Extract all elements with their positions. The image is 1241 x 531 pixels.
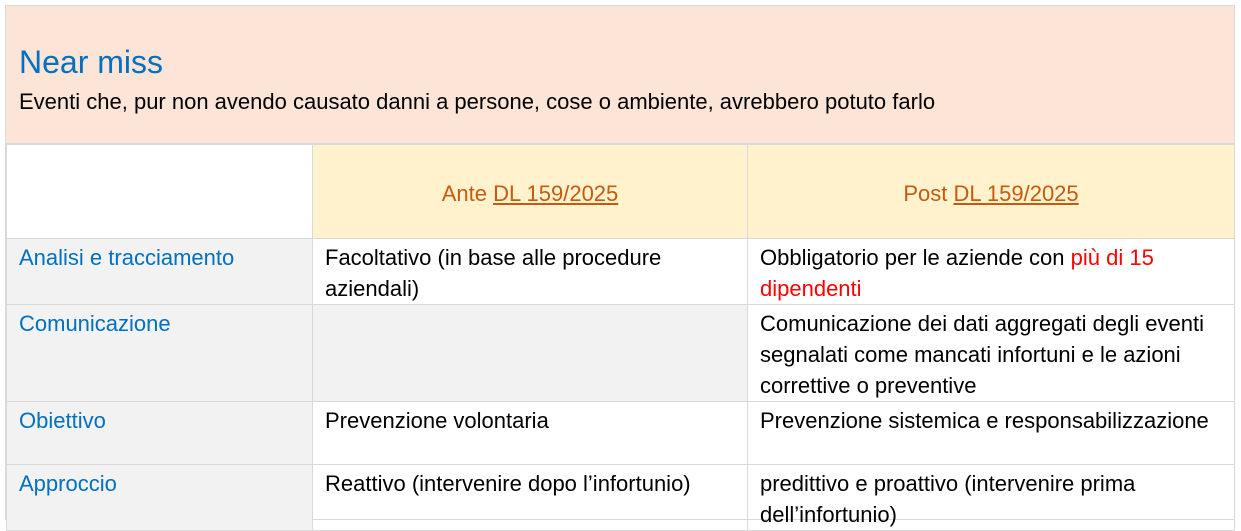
table-row: Analisi e tracciamento Facoltativo (in b… bbox=[6, 238, 1235, 305]
post-cell: Comunicazione dei dati aggregati degli e… bbox=[747, 304, 1235, 402]
highlight-text: più di 15 dipendenti bbox=[760, 245, 1154, 301]
dl-link[interactable]: DL 159/2025 bbox=[493, 180, 619, 206]
row-label: Approccio bbox=[6, 464, 313, 531]
dl-link[interactable]: DL 159/2025 bbox=[953, 180, 1079, 206]
ante-cell: Reattivo (intervenire dopo l’infortunio) bbox=[312, 464, 748, 531]
column-header-row: Ante DL 159/2025 Post DL 159/2025 bbox=[6, 144, 1235, 239]
table-row: Approccio Reattivo (intervenire dopo l’i… bbox=[6, 464, 1235, 531]
post-cell: Obbligatorio per le aziende con più di 1… bbox=[747, 238, 1235, 305]
ante-cell bbox=[312, 304, 748, 402]
column-header-post: Post DL 159/2025 bbox=[747, 144, 1235, 239]
empty-corner-cell bbox=[6, 144, 313, 239]
table-row: Comunicazione Comunicazione dei dati agg… bbox=[6, 304, 1235, 402]
row-label: Analisi e tracciamento bbox=[6, 238, 313, 305]
ante-cell: Facoltativo (in base alle procedure azie… bbox=[312, 238, 748, 305]
post-cell: Prevenzione sistemica e responsabilizzaz… bbox=[747, 401, 1235, 465]
ante-cell: Prevenzione volontaria bbox=[312, 401, 748, 465]
near-miss-table-container: Near miss Eventi che, pur non avendo cau… bbox=[5, 5, 1235, 531]
page-subtitle: Eventi che, pur non avendo causato danni… bbox=[19, 89, 936, 114]
table-row: Obiettivo Prevenzione volontaria Prevenz… bbox=[6, 401, 1235, 465]
post-cell: predittivo e proattivo (intervenire prim… bbox=[747, 464, 1235, 531]
row-label: Obiettivo bbox=[6, 401, 313, 465]
row-label: Comunicazione bbox=[6, 304, 313, 402]
comparison-table: Ante DL 159/2025 Post DL 159/2025 Analis… bbox=[6, 144, 1235, 531]
page-title: Near miss bbox=[19, 44, 164, 80]
header-banner: Near miss Eventi che, pur non avendo cau… bbox=[6, 6, 1234, 144]
column-header-ante: Ante DL 159/2025 bbox=[312, 144, 748, 239]
